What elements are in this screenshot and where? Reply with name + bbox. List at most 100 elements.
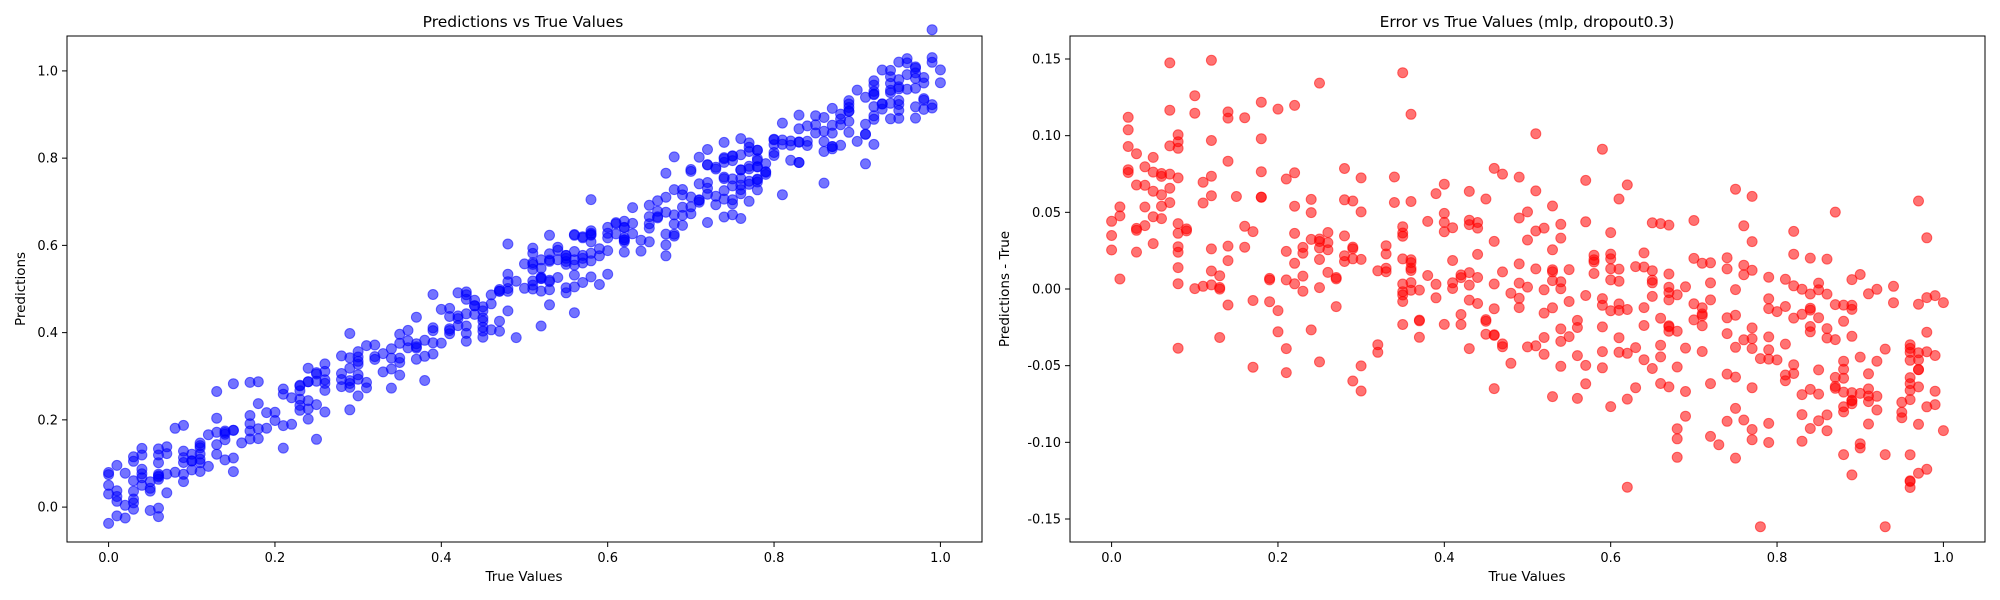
data-point bbox=[1596, 293, 1608, 305]
data-point bbox=[1522, 234, 1533, 246]
data-point bbox=[103, 517, 115, 529]
data-point bbox=[1463, 219, 1475, 231]
data-point bbox=[1863, 288, 1874, 300]
data-point bbox=[1547, 264, 1558, 276]
data-point bbox=[1488, 303, 1500, 315]
chart-predictions-vs-true: Predictions vs True Values 0.0 0.2 0.4 0.6 0… bbox=[13, 13, 983, 585]
y-tick-label: 0.8 bbox=[37, 152, 58, 167]
data-point bbox=[1904, 346, 1916, 358]
data-point bbox=[344, 328, 356, 339]
data-point bbox=[319, 377, 331, 389]
data-point bbox=[1838, 372, 1850, 384]
data-point bbox=[818, 125, 830, 137]
data-point bbox=[585, 247, 597, 259]
data-point bbox=[635, 234, 647, 246]
data-point bbox=[1904, 449, 1916, 461]
data-point bbox=[1937, 297, 1949, 309]
data-point bbox=[502, 268, 514, 280]
data-point bbox=[1114, 273, 1126, 285]
data-point bbox=[1388, 197, 1400, 208]
data-point bbox=[1505, 357, 1517, 369]
data-point bbox=[410, 353, 422, 365]
data-point bbox=[186, 455, 198, 467]
data-point bbox=[1596, 362, 1608, 374]
data-point bbox=[103, 469, 115, 481]
data-point bbox=[735, 133, 747, 145]
data-point bbox=[702, 144, 713, 155]
data-point bbox=[1247, 226, 1259, 238]
data-point bbox=[1547, 244, 1558, 256]
data-point bbox=[1663, 381, 1675, 393]
data-point bbox=[1205, 170, 1217, 182]
data-point bbox=[1197, 176, 1209, 188]
data-point bbox=[361, 382, 372, 394]
data-point bbox=[1763, 293, 1775, 305]
data-point bbox=[1513, 212, 1525, 224]
data-point bbox=[1796, 308, 1808, 320]
data-point bbox=[702, 217, 713, 228]
data-point bbox=[1164, 104, 1176, 116]
data-point bbox=[1663, 268, 1675, 280]
data-point bbox=[818, 177, 830, 189]
data-point bbox=[1147, 151, 1159, 163]
data-point bbox=[1472, 248, 1484, 260]
data-point bbox=[1588, 254, 1600, 266]
data-point bbox=[1788, 280, 1800, 292]
data-point bbox=[552, 241, 564, 253]
data-point bbox=[1347, 241, 1359, 253]
data-point bbox=[1272, 305, 1284, 317]
data-point bbox=[926, 102, 938, 114]
data-point bbox=[885, 84, 896, 96]
chart-title: Predictions vs True Values bbox=[423, 13, 624, 31]
data-point bbox=[1721, 328, 1733, 340]
data-point bbox=[1222, 155, 1234, 167]
data-point bbox=[918, 93, 930, 105]
data-point bbox=[394, 328, 406, 340]
y-tick-label: 0.4 bbox=[37, 326, 58, 341]
x-tick-label: 0.0 bbox=[1101, 551, 1122, 566]
data-point bbox=[1846, 303, 1858, 315]
data-point bbox=[1838, 449, 1850, 461]
data-point bbox=[1538, 348, 1550, 360]
data-point bbox=[1846, 330, 1858, 342]
data-point bbox=[1754, 353, 1766, 365]
data-point bbox=[876, 64, 888, 76]
data-point bbox=[1863, 418, 1874, 430]
data-point bbox=[1813, 312, 1825, 324]
data-point bbox=[1372, 339, 1384, 351]
data-point bbox=[693, 194, 705, 206]
data-point bbox=[1921, 401, 1933, 413]
data-point bbox=[1913, 298, 1924, 310]
data-point bbox=[618, 236, 630, 248]
data-point bbox=[751, 144, 763, 156]
data-point bbox=[1555, 335, 1567, 347]
data-point bbox=[1455, 269, 1467, 281]
y-tick-label: 0.10 bbox=[1032, 129, 1061, 144]
data-point bbox=[1696, 308, 1708, 320]
data-point bbox=[751, 176, 763, 188]
data-point bbox=[1796, 389, 1808, 401]
data-point bbox=[427, 289, 439, 300]
data-point bbox=[1605, 227, 1617, 239]
data-point bbox=[1280, 343, 1292, 355]
data-point bbox=[1580, 216, 1592, 228]
data-point bbox=[1447, 255, 1459, 266]
data-point bbox=[1738, 259, 1750, 271]
data-point bbox=[1339, 230, 1350, 242]
data-point bbox=[552, 254, 564, 266]
data-point bbox=[1147, 238, 1159, 250]
data-point bbox=[460, 289, 472, 301]
data-point bbox=[835, 139, 847, 151]
data-point bbox=[1355, 172, 1367, 184]
data-point bbox=[1555, 323, 1567, 335]
y-tick-label: 0.0 bbox=[37, 501, 58, 516]
data-point bbox=[1713, 439, 1725, 451]
data-point bbox=[344, 404, 356, 416]
data-point bbox=[1754, 521, 1766, 533]
data-point bbox=[1297, 285, 1309, 297]
data-point bbox=[1330, 273, 1342, 285]
data-point bbox=[1230, 191, 1242, 202]
data-point bbox=[277, 383, 289, 395]
data-point bbox=[1547, 302, 1558, 314]
data-point bbox=[860, 128, 871, 140]
